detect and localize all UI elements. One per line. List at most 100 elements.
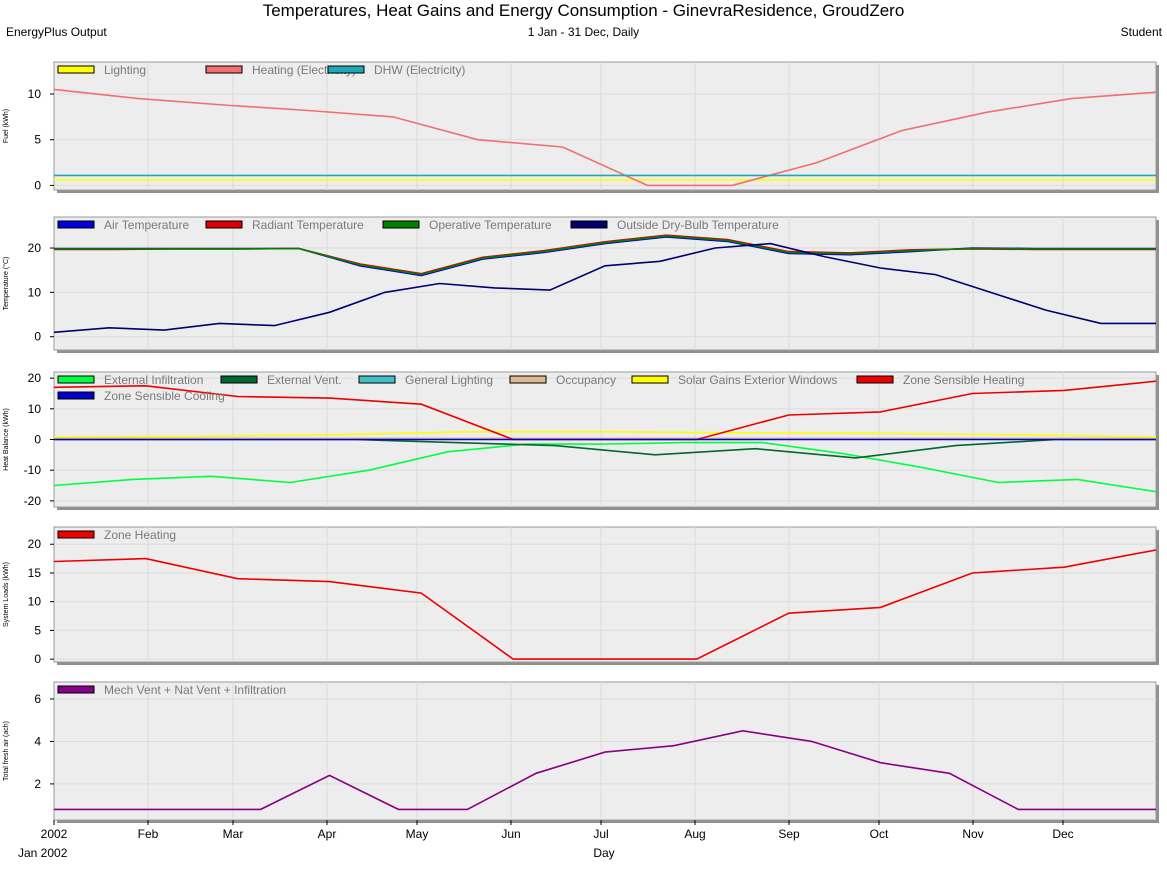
y-axis-label: Fuel (kWh) bbox=[3, 109, 10, 143]
panel-frame bbox=[53, 216, 1157, 351]
y-tick-label: 2 bbox=[34, 777, 41, 791]
y-tick-label: 0 bbox=[34, 652, 41, 666]
legend-swatch bbox=[57, 65, 95, 74]
panel-frame bbox=[53, 526, 1157, 663]
legend-swatch bbox=[205, 65, 243, 74]
y-tick-label: 20 bbox=[28, 537, 42, 551]
legend-label: Outside Dry-Bulb Temperature bbox=[617, 218, 779, 232]
series-line-operative-temperature bbox=[54, 235, 1156, 276]
x-tick-label: May bbox=[406, 827, 429, 841]
x-tick-label: Mar bbox=[223, 827, 244, 841]
legend-swatch bbox=[570, 220, 608, 229]
panel-frame bbox=[53, 61, 1157, 191]
output-source-label: EnergyPlus Output bbox=[6, 25, 107, 39]
x-tick-label: Sep bbox=[778, 827, 800, 841]
x-tick-label: Feb bbox=[138, 827, 159, 841]
legend-swatch bbox=[57, 220, 95, 229]
legend-label: Radiant Temperature bbox=[252, 218, 364, 232]
legend-item-external-vent: External Vent. bbox=[220, 373, 342, 387]
x-axis-start-label: Jan 2002 bbox=[18, 846, 68, 860]
y-axis-label: Temperature (°C) bbox=[2, 257, 10, 311]
y-tick-label: 20 bbox=[28, 241, 42, 255]
legend-swatch bbox=[57, 375, 95, 384]
legend-label: Air Temperature bbox=[104, 218, 189, 232]
y-tick-label: 4 bbox=[34, 734, 41, 748]
panel-total-fresh-air-ach: 2 4 6 Total fresh air (ach) Mech Vent + Nat … bbox=[3, 681, 1159, 823]
series-line-external-infiltration bbox=[53, 441, 1157, 493]
legend-swatch bbox=[382, 220, 420, 229]
panel-heat-balance-kwh: -20 -10 0 10 20 Heat Balance (kWh) External In… bbox=[3, 371, 1159, 510]
legend-swatch bbox=[57, 391, 95, 400]
x-tick-label: 2002 bbox=[41, 827, 68, 841]
legend-swatch bbox=[358, 375, 396, 384]
legend-label: Zone Sensible Heating bbox=[903, 373, 1024, 387]
legend-swatch bbox=[220, 375, 258, 384]
y-tick-label: 6 bbox=[34, 692, 41, 706]
date-range-label: 1 Jan - 31 Dec, Daily bbox=[527, 25, 640, 39]
legend-label: External Infiltration bbox=[104, 373, 203, 387]
panel-temperature-c: 0 10 20 Temperature (°C) Air Temperature Radi… bbox=[2, 216, 1159, 353]
legend-item-radiant-temperature: Radiant Temperature bbox=[205, 218, 364, 232]
legend-swatch bbox=[57, 685, 95, 694]
legend-swatch bbox=[327, 65, 365, 74]
legend-swatch bbox=[57, 530, 95, 539]
x-tick-label: Oct bbox=[870, 827, 889, 841]
y-tick-label: 15 bbox=[28, 566, 42, 580]
series-line-heating-electricity bbox=[53, 88, 1157, 187]
legend-label: Lighting bbox=[104, 63, 146, 77]
legend-item-zone-heating: Zone Heating bbox=[57, 528, 176, 542]
legend-label: Zone Heating bbox=[104, 528, 176, 542]
legend-item-general-lighting: General Lighting bbox=[358, 373, 493, 387]
y-tick-label: 10 bbox=[28, 87, 42, 101]
legend-swatch bbox=[205, 220, 243, 229]
legend-item-dhw-electricity: DHW (Electricity) bbox=[327, 63, 465, 77]
y-tick-label: 0 bbox=[34, 178, 41, 192]
legend-label: Zone Sensible Cooling bbox=[104, 389, 225, 403]
y-axis-label: System Loads (kWh) bbox=[3, 562, 10, 627]
legend-item-operative-temperature: Operative Temperature bbox=[382, 218, 552, 232]
legend-item-occupancy: Occupancy bbox=[509, 373, 616, 387]
user-label: Student bbox=[1120, 25, 1162, 39]
series-line-outside-dry-bulb-temperature bbox=[53, 242, 1156, 334]
legend-item-outside-dry-bulb-temperature: Outside Dry-Bulb Temperature bbox=[570, 218, 779, 232]
legend-item-air-temperature: Air Temperature bbox=[57, 218, 189, 232]
y-tick-label: 5 bbox=[34, 133, 41, 147]
legend-item-zone-sensible-cooling: Zone Sensible Cooling bbox=[57, 389, 225, 403]
x-tick-label: Jul bbox=[593, 827, 608, 841]
y-tick-label: 0 bbox=[34, 433, 41, 447]
x-tick-label: Dec bbox=[1052, 827, 1073, 841]
legend-item-zone-sensible-heating: Zone Sensible Heating bbox=[856, 373, 1024, 387]
legend-item-external-infiltration: External Infiltration bbox=[57, 373, 203, 387]
y-tick-label: 10 bbox=[28, 595, 42, 609]
legend-item-lighting: Lighting bbox=[57, 63, 146, 77]
y-tick-label: 0 bbox=[34, 330, 41, 344]
x-axis-label: Day bbox=[593, 846, 614, 860]
y-tick-label: 10 bbox=[28, 402, 42, 416]
y-tick-label: 5 bbox=[34, 623, 41, 637]
legend-label: DHW (Electricity) bbox=[374, 63, 465, 77]
y-tick-label: 10 bbox=[28, 285, 42, 299]
legend-swatch bbox=[631, 375, 669, 384]
legend-label: Solar Gains Exterior Windows bbox=[678, 373, 837, 387]
y-axis-label: Heat Balance (kWh) bbox=[3, 408, 10, 471]
chart-title: Temperatures, Heat Gains and Energy Cons… bbox=[262, 1, 905, 20]
panel-system-loads-kwh: 0 5 10 15 20 System Loads (kWh) Zone Heating bbox=[3, 526, 1159, 666]
x-tick-label: Jun bbox=[501, 827, 520, 841]
y-tick-label: -20 bbox=[24, 494, 42, 508]
legend-label: Operative Temperature bbox=[429, 218, 552, 232]
x-tick-label: Apr bbox=[318, 827, 337, 841]
legend-label: Occupancy bbox=[556, 373, 616, 387]
series-line-mech-vent-nat-vent-infiltration bbox=[54, 729, 1156, 811]
series-line-solar-gains-exterior-windows bbox=[53, 430, 1157, 438]
legend-label: External Vent. bbox=[267, 373, 342, 387]
y-axis-label: Total fresh air (ach) bbox=[3, 721, 10, 781]
legend-label: General Lighting bbox=[405, 373, 493, 387]
y-tick-label: 20 bbox=[28, 371, 42, 385]
series-line-zone-heating bbox=[53, 549, 1157, 660]
y-tick-label: -10 bbox=[24, 463, 42, 477]
panel-frame bbox=[53, 681, 1157, 821]
x-axis: 2002 Feb Mar Apr May Jun Jul Aug Sep Oct Nov Dec Jan… bbox=[18, 820, 1074, 860]
legend-swatch bbox=[856, 375, 894, 384]
